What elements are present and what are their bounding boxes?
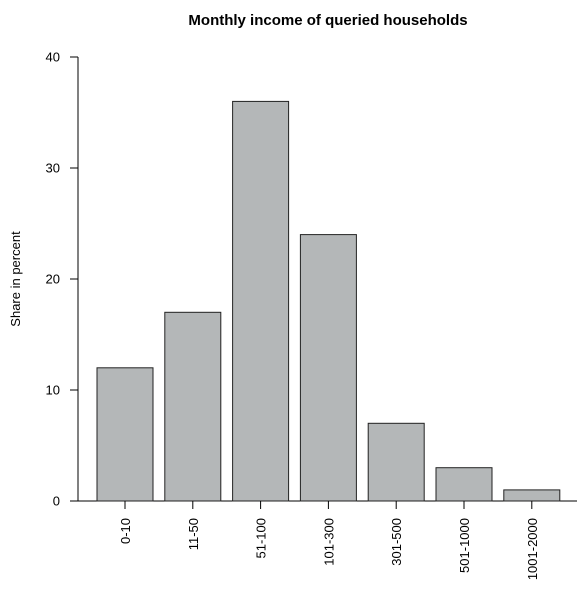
y-tick-label: 0 xyxy=(53,494,60,509)
chart-title: Monthly income of queried households xyxy=(188,12,467,29)
y-tick-label: 30 xyxy=(46,161,60,176)
y-axis-label: Share in percent xyxy=(8,231,23,327)
x-tick-label: 51-100 xyxy=(254,518,269,558)
bars-group xyxy=(96,100,561,502)
bar-0-10 xyxy=(96,367,154,502)
x-tick-label: 11-50 xyxy=(186,518,201,550)
x-axis-ticks: 0-10 11-50 51-100 101-300 301-500 501-1000 100… xyxy=(118,501,540,580)
y-tick-label: 40 xyxy=(46,50,60,65)
x-tick-label: 501-1000 xyxy=(457,518,472,573)
bar-301-500 xyxy=(367,422,425,502)
x-tick-label: 0-10 xyxy=(118,518,133,544)
x-tick-label: 1001-2000 xyxy=(525,518,540,580)
y-axis-ticks: 0 10 20 30 40 xyxy=(46,50,78,509)
bar-501-1000 xyxy=(435,467,493,502)
y-tick-label: 10 xyxy=(46,383,60,398)
bar-11-50 xyxy=(164,311,222,502)
bar-51-100 xyxy=(232,100,290,502)
x-tick-label: 101-300 xyxy=(321,518,336,566)
y-tick-label: 20 xyxy=(46,272,60,287)
x-tick-label: 301-500 xyxy=(389,518,404,566)
bar-101-300 xyxy=(299,234,357,502)
bar-1001-2000 xyxy=(503,489,561,502)
